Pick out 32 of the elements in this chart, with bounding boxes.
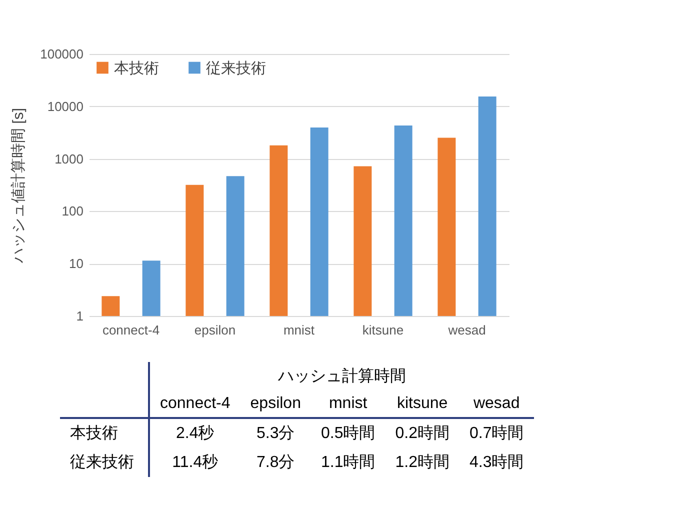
legend-label: 本技術	[114, 60, 159, 77]
text: 1.1時間	[320, 454, 376, 471]
text: ハッシュ計算時間	[276, 366, 407, 387]
y-tick-label: 10	[69, 256, 84, 272]
text: 11.4秒	[172, 454, 218, 471]
y-tick-label: 1	[76, 308, 84, 324]
y-tick-label: 100000	[40, 46, 84, 62]
x-tick-label: mnist	[283, 322, 315, 338]
x-tick-label: kitsune	[362, 322, 404, 338]
text: 0.2時間	[395, 425, 450, 442]
text: 5.3分	[256, 425, 295, 442]
category-label: connect-4	[149, 391, 240, 418]
y-tick-label: 1000	[54, 151, 84, 166]
category-label: mnist	[310, 391, 386, 418]
text: 0.7時間	[469, 425, 524, 442]
text: 2.4秒	[176, 425, 214, 442]
category-label: wesad	[459, 391, 534, 418]
text: 0.5時間	[320, 425, 376, 442]
text: 7.8分	[256, 454, 295, 471]
category-label: 従来技術	[70, 454, 134, 471]
legend-label: 従来技術	[206, 60, 266, 77]
y-tick-label: 10000	[47, 98, 84, 114]
y-tick-label: 100	[62, 204, 84, 219]
x-tick-label: wesad	[447, 322, 486, 338]
text: 1.2時間	[395, 454, 450, 471]
y-axis-title: ハッシュ値計算時間 [s]	[10, 108, 28, 264]
x-tick-label: connect-4	[102, 322, 160, 338]
category-label: 本技術	[70, 425, 118, 442]
category-label: kitsune	[385, 391, 460, 418]
x-tick-label: epsilon	[194, 322, 236, 338]
category-label: epsilon	[240, 391, 311, 418]
text: 4.3時間	[469, 454, 524, 471]
